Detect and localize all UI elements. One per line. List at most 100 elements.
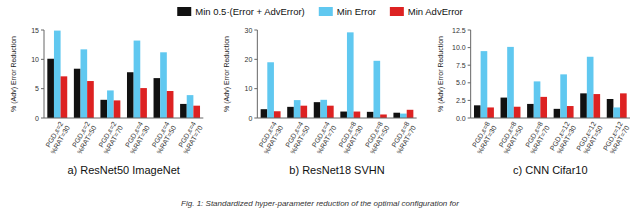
- bar: [127, 72, 134, 118]
- x-tick-label: PGD,ε=4%RAT=50: [149, 120, 178, 155]
- legend-swatch: [177, 7, 191, 16]
- bar: [100, 100, 107, 118]
- bar: [54, 31, 61, 118]
- bars: [261, 32, 414, 118]
- y-tick-label: 20: [245, 56, 253, 63]
- x-axis: [471, 118, 630, 119]
- x-tick-label: PGD,ε=8%RAT=70: [522, 120, 551, 155]
- x-tick-label: PGD,ε=4%RAT=30: [122, 120, 151, 155]
- bar: [107, 90, 114, 118]
- bar: [367, 112, 374, 118]
- y-tick-label: 5: [35, 85, 39, 92]
- subtitle: a) ResNet50 ImageNet: [67, 164, 180, 176]
- bar: [294, 100, 301, 118]
- bar: [300, 106, 307, 118]
- bar: [327, 106, 334, 118]
- x-axis: [257, 118, 416, 119]
- bar: [481, 51, 488, 118]
- bar: [554, 109, 561, 118]
- x-tick-label: PGD,ε=8%RAT=70: [389, 120, 418, 155]
- x-tick-label: PGD,ε=8%RAT=50: [496, 120, 525, 155]
- y-axis: [257, 30, 258, 118]
- bar: [580, 93, 587, 118]
- y-axis-label: % (Adv) Error Reduction: [10, 36, 18, 112]
- bar: [180, 104, 187, 118]
- x-tick-label: PGD,ε=4%RAT=70: [309, 120, 338, 155]
- x-axis: [44, 118, 203, 119]
- subtitle: c) CNN Cifar10: [513, 164, 588, 176]
- y-tick-label: 7.5: [456, 62, 466, 69]
- y-axis-label: % (Adv) Error Reduction: [223, 36, 231, 112]
- bar: [587, 57, 594, 118]
- bar: [340, 112, 347, 118]
- panel: 051015PGD,ε=2%RAT=30PGD,ε=2%RAT=50PGD,ε=…: [10, 27, 204, 177]
- legend-label: Min Error: [337, 6, 376, 17]
- y-tick-label: 0: [248, 115, 252, 122]
- bar: [134, 41, 141, 118]
- bar: [560, 74, 567, 118]
- bar: [314, 102, 321, 118]
- y-tick-label: 5.0: [456, 79, 466, 86]
- x-tick-label: PGD,ε=12%RAT=30: [549, 120, 578, 155]
- x-tick-label: PGD,ε=2%RAT=30: [43, 120, 72, 155]
- legend-label: Min 0.5·(Error + AdvError): [195, 6, 305, 17]
- bar: [347, 32, 354, 118]
- y-tick-label: 12.5: [452, 27, 466, 34]
- bar: [567, 106, 574, 118]
- bar: [47, 59, 54, 118]
- bar: [267, 62, 274, 118]
- bar: [507, 47, 514, 118]
- legend-swatch: [319, 7, 333, 16]
- bar: [374, 61, 381, 118]
- bar: [400, 114, 407, 118]
- bar: [613, 107, 620, 118]
- bar: [487, 107, 494, 118]
- bar: [114, 100, 121, 118]
- bar: [167, 91, 174, 118]
- y-tick-label: 10: [31, 56, 39, 63]
- bar: [274, 111, 281, 118]
- bar: [140, 88, 147, 118]
- x-tick-label: PGD,ε=8%RAT=30: [336, 120, 365, 155]
- x-tick-label: PGD,ε=8%RAT=30: [469, 120, 498, 155]
- y-axis: [44, 30, 45, 118]
- y-tick-label: 10: [245, 85, 253, 92]
- bar: [620, 93, 627, 118]
- caption: Fig. 1: Standardized hyper-parameter red…: [181, 199, 459, 208]
- legend: Min 0.5·(Error + AdvError) Min Error Min A…: [177, 6, 463, 17]
- x-tick-label: PGD,ε=4%RAT=70: [175, 120, 204, 155]
- bar: [320, 100, 327, 118]
- legend-label: Min AdvError: [408, 6, 463, 17]
- subtitle: b) ResNet18 SVHN: [289, 164, 384, 176]
- y-tick-label: 10.0: [452, 44, 466, 51]
- y-tick-label: 15: [31, 27, 39, 34]
- y-tick-label: 2.5: [456, 97, 466, 104]
- bar: [154, 78, 161, 118]
- bar: [287, 107, 294, 118]
- x-tick-label: PGD,ε=12%RAT=70: [602, 120, 631, 155]
- y-axis-label: % (Adv) Error Reduction: [437, 36, 445, 112]
- bar: [61, 76, 68, 118]
- y-tick-label: 0: [35, 115, 39, 122]
- bar: [380, 114, 387, 118]
- bar: [407, 110, 414, 118]
- bar: [593, 94, 600, 118]
- x-tick-label: PGD,ε=2%RAT=70: [96, 120, 125, 155]
- bars: [474, 47, 627, 118]
- bar: [193, 106, 200, 118]
- bar: [354, 112, 361, 118]
- bar: [534, 81, 541, 118]
- x-tick-label: PGD,ε=2%RAT=50: [69, 120, 98, 155]
- bar: [501, 98, 508, 118]
- bar: [514, 107, 521, 118]
- panel: 0102030PGD,ε=4%RAT=30PGD,ε=4%RAT=50PGD,ε…: [223, 27, 417, 177]
- panel: 0.02.55.07.510.012.5PGD,ε=8%RAT=30PGD,ε=…: [437, 27, 631, 177]
- y-axis: [470, 30, 471, 118]
- bar: [187, 95, 194, 118]
- x-tick-label: PGD,ε=4%RAT=50: [282, 120, 311, 155]
- y-tick-label: 0.0: [456, 115, 466, 122]
- bar: [393, 113, 400, 118]
- x-tick-label: PGD,ε=8%RAT=50: [362, 120, 391, 155]
- bars: [47, 31, 200, 118]
- x-tick-label: PGD,ε=4%RAT=30: [256, 120, 285, 155]
